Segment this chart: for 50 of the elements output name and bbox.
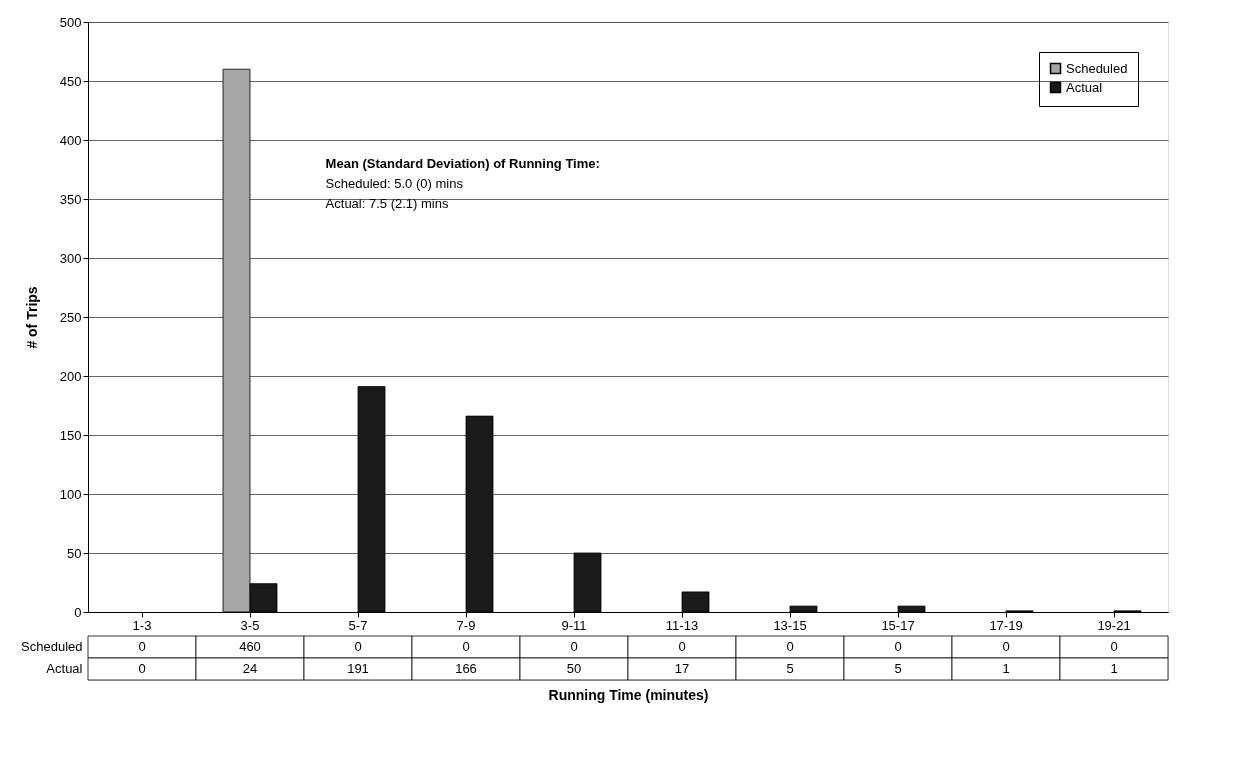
data-label: 0 xyxy=(678,639,686,654)
data-label: 166 xyxy=(455,661,477,676)
y-tick-label: 0 xyxy=(74,604,82,620)
data-label: 0 xyxy=(354,639,362,654)
x-tick-label: 13-15 xyxy=(773,617,807,633)
y-tick-label: 350 xyxy=(59,191,82,207)
annotation: Actual: 7.5 (2.1) mins xyxy=(325,195,449,211)
x-tick-label: 5-7 xyxy=(348,617,368,633)
x-tick-label: 19-21 xyxy=(1097,617,1131,633)
data-label: 5 xyxy=(786,661,794,676)
y-tick-label: 50 xyxy=(67,545,82,561)
x-tick-label: 11-13 xyxy=(665,617,699,633)
data-label: 0 xyxy=(138,639,146,654)
data-label: 1 xyxy=(1002,661,1010,676)
data-label: 0 xyxy=(786,639,794,654)
x-axis-title: Running Time (minutes) xyxy=(548,686,709,703)
x-tick-label: 9-11 xyxy=(561,617,587,633)
text: Actual xyxy=(46,661,83,676)
x-tick-label: 3-5 xyxy=(240,617,260,633)
legend-label: Scheduled xyxy=(1066,60,1128,76)
text: Scheduled xyxy=(21,639,83,654)
x-tick-label: 7-9 xyxy=(456,617,476,633)
x-tick-label: 17-19 xyxy=(989,617,1023,633)
data-label: 191 xyxy=(347,661,369,676)
x-tick-label: 1-3 xyxy=(132,617,152,633)
data-label: 24 xyxy=(242,661,258,676)
data-label: 1 xyxy=(1110,661,1118,676)
y-tick-label: 400 xyxy=(59,132,82,148)
x-tick-label: 15-17 xyxy=(881,617,915,633)
data-label: 17 xyxy=(674,661,690,676)
data-label: 0 xyxy=(894,639,902,654)
data-label: 0 xyxy=(1110,639,1118,654)
data-label: 0 xyxy=(462,639,470,654)
data-label: 460 xyxy=(239,639,261,654)
y-tick-label: 250 xyxy=(59,309,82,325)
data-label: 5 xyxy=(894,661,902,676)
legend-label: Actual xyxy=(1066,79,1103,95)
y-axis-title: # of Trips xyxy=(23,286,40,349)
data-label: 50 xyxy=(566,661,582,676)
annotation: Scheduled: 5.0 (0) mins xyxy=(325,175,464,191)
data-label: 0 xyxy=(1002,639,1010,654)
y-tick-label: 500 xyxy=(59,14,82,30)
y-tick-label: 300 xyxy=(59,250,82,266)
data-label: 0 xyxy=(570,639,578,654)
data-label: 0 xyxy=(138,661,146,676)
y-tick-label: 100 xyxy=(59,486,82,502)
y-tick-label: 450 xyxy=(59,73,82,89)
annotation: Mean (Standard Deviation) of Running Time: xyxy=(325,155,600,171)
y-tick-label: 200 xyxy=(59,368,82,384)
y-tick-label: 150 xyxy=(59,427,82,443)
